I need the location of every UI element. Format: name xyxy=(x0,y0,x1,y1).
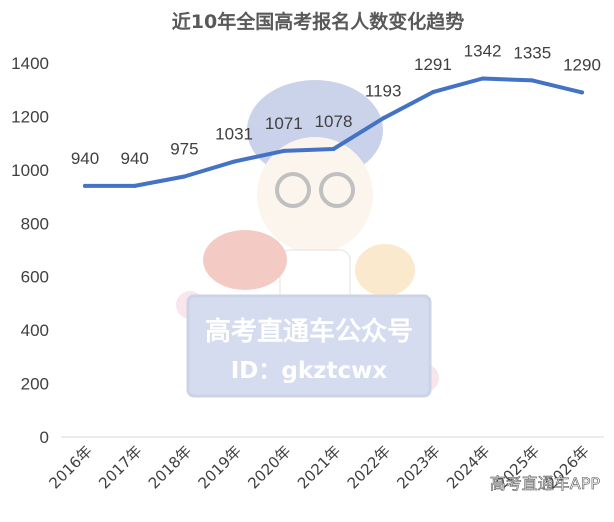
watermark: 高考直通车公众号 ID：gkztcwx xyxy=(176,80,439,398)
x-tick-label: 2016年 xyxy=(45,442,95,492)
data-label: 1071 xyxy=(265,114,303,133)
data-label: 940 xyxy=(121,149,149,168)
data-point xyxy=(430,90,435,95)
data-point xyxy=(530,78,535,83)
x-tick-label: 2024年 xyxy=(443,442,493,492)
y-tick-label: 1000 xyxy=(11,161,49,180)
x-tick-label: 2020年 xyxy=(244,442,294,492)
x-tick-label: 2017年 xyxy=(95,442,145,492)
y-tick-label: 800 xyxy=(21,214,49,233)
data-point xyxy=(132,183,137,188)
y-tick-label: 400 xyxy=(21,321,49,340)
data-label: 1193 xyxy=(365,81,402,100)
watermark-line2: ID：gkztcwx xyxy=(231,358,388,384)
y-tick-label: 0 xyxy=(40,428,49,447)
watermark-line1: 高考直通车公众号 xyxy=(205,316,413,347)
data-point xyxy=(281,148,286,153)
data-point xyxy=(83,183,87,188)
x-tick-label: 2021年 xyxy=(294,442,344,492)
data-point xyxy=(480,76,485,81)
data-point xyxy=(580,90,584,95)
data-label: 1290 xyxy=(563,55,601,74)
y-tick-label: 1400 xyxy=(11,54,49,73)
x-tick-label: 2018年 xyxy=(145,442,195,492)
data-labels: 940 940 975 1031 1071 1078 1193 1291 1342 1335 129… xyxy=(71,41,601,167)
mascot-image xyxy=(176,80,439,392)
data-label: 1031 xyxy=(215,125,253,144)
data-point xyxy=(232,159,237,164)
data-label: 975 xyxy=(170,140,198,159)
y-tick-label: 600 xyxy=(21,268,49,287)
data-label: 1335 xyxy=(513,43,551,62)
y-axis: 0 200 400 600 800 1000 1200 1400 xyxy=(11,54,49,447)
chart-title: 近10年全国高考报名人数变化趋势 xyxy=(172,10,464,33)
series-layer xyxy=(83,76,584,188)
data-label: 1078 xyxy=(315,112,353,131)
x-tick-label: 2019年 xyxy=(195,442,245,492)
y-tick-label: 1200 xyxy=(11,107,49,126)
data-point xyxy=(331,147,336,152)
x-tick-label: 2022年 xyxy=(344,442,394,492)
y-tick-label: 200 xyxy=(21,375,49,394)
watermark-corner: 高考直通车APP xyxy=(490,474,601,493)
watermark-panel xyxy=(186,294,432,398)
data-point xyxy=(381,116,386,121)
x-tick-label: 2023年 xyxy=(393,442,443,492)
data-label: 940 xyxy=(71,149,99,168)
data-label: 1342 xyxy=(464,41,502,60)
data-label: 1291 xyxy=(414,55,452,74)
data-point xyxy=(182,174,187,179)
